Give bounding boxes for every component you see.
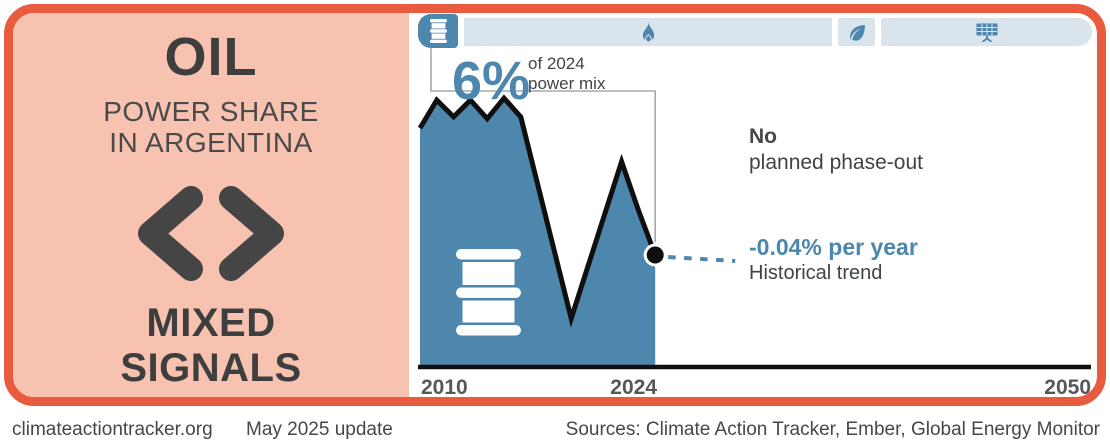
subtitle-line-1: POWER SHARE [103, 96, 319, 127]
rating-line-1: MIXED [146, 301, 276, 345]
share-label-line-2: power mix [528, 74, 606, 93]
share-value-label: of 2024 power mix [528, 54, 605, 94]
axis-label-current: 2024 [610, 376, 657, 399]
subtitle-line-2: IN ARGENTINA [109, 127, 313, 158]
rating-label: MIXED SIGNALS [13, 301, 409, 391]
leaf-icon [838, 18, 875, 46]
left-panel [13, 13, 409, 397]
tab-bioenergy[interactable] [838, 18, 875, 46]
share-label-line-1: of 2024 [528, 54, 585, 73]
tab-gas[interactable] [464, 18, 832, 46]
footer-sources: Sources: Climate Action Tracker, Ember, … [565, 419, 1100, 440]
panel-subtitle: POWER SHARE IN ARGENTINA [13, 96, 409, 158]
oil-barrel-icon [418, 14, 458, 48]
rating-line-2: SIGNALS [120, 346, 302, 390]
trend-value: -0.04% per year [749, 234, 918, 260]
fuel-title: OIL [164, 27, 258, 87]
footer-site-link[interactable]: climateactiontracker.org [12, 419, 213, 440]
mixed-signals-chevrons-icon [138, 186, 284, 281]
flame-icon [464, 18, 832, 46]
phaseout-title: No [749, 125, 777, 148]
axis-label-start: 2010 [421, 376, 468, 399]
footer-update-date: May 2025 update [246, 419, 393, 440]
tab-solar[interactable] [881, 18, 1092, 46]
axis-label-end: 2050 [1044, 376, 1091, 399]
tab-oil-selected[interactable] [418, 14, 458, 48]
share-value: 6% [452, 51, 531, 111]
phaseout-text: planned phase-out [749, 151, 923, 174]
solar-panel-icon [881, 18, 1092, 46]
trend-label: Historical trend [749, 262, 883, 284]
